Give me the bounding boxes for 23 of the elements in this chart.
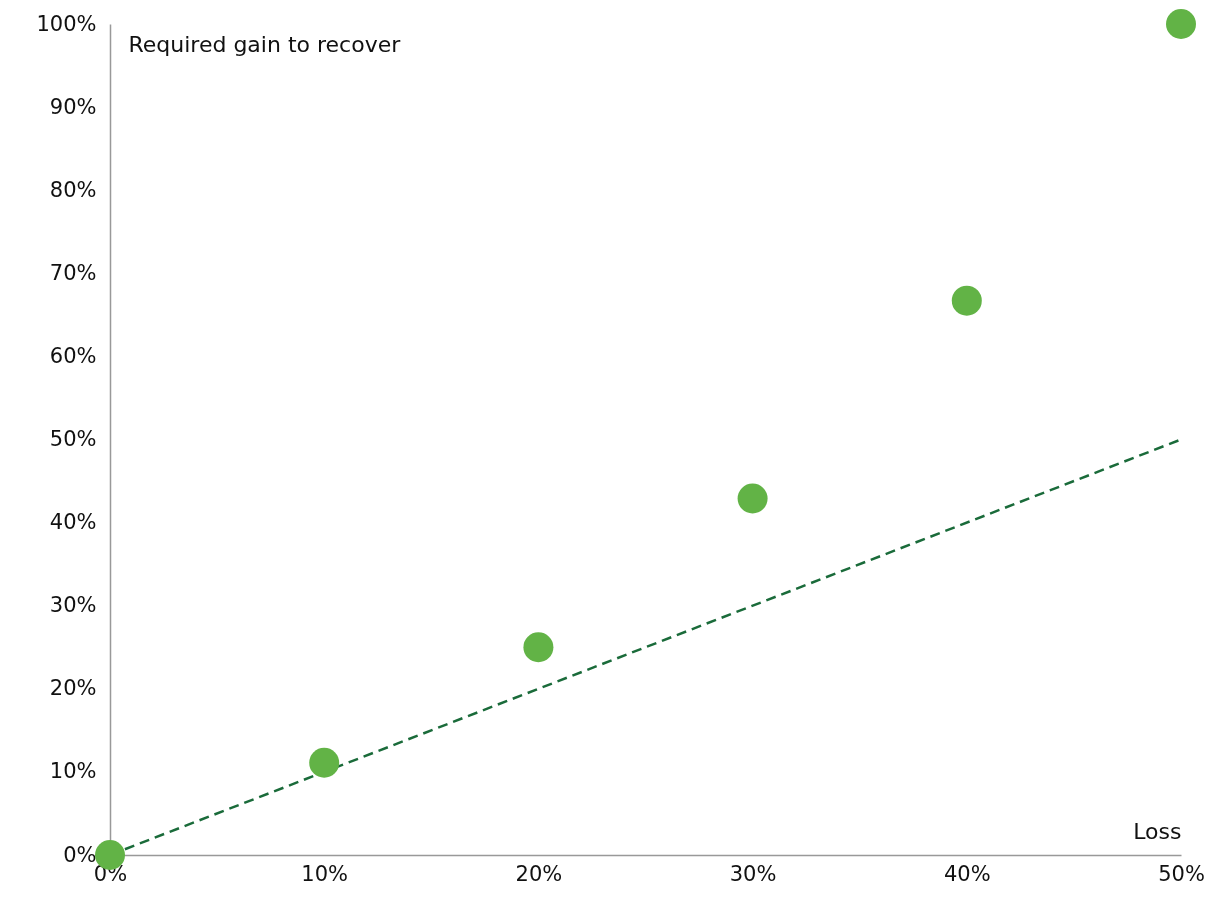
- y-tick-label: 50%: [49, 427, 97, 451]
- x-tick-label: 30%: [729, 861, 777, 886]
- point: [309, 747, 340, 778]
- x-tick-label: 40%: [943, 861, 991, 886]
- y-tick-label: 80%: [49, 177, 97, 202]
- y-tick-label: 20%: [49, 676, 97, 701]
- x-axis-title: Loss: [1133, 818, 1182, 844]
- point: [737, 483, 768, 514]
- y-tick-label: 10%: [49, 759, 97, 784]
- x-tick-label: 20%: [515, 861, 563, 886]
- y-axis-title: Required gain to recover: [128, 31, 402, 57]
- y-tick-label: 100%: [36, 11, 97, 36]
- y-tick-label: 40%: [49, 510, 97, 535]
- y-tick-label: 70%: [49, 260, 97, 285]
- y-tick-label: 60%: [49, 343, 97, 368]
- y-tick-label: 90%: [49, 94, 97, 119]
- x-tick-label: 10%: [301, 861, 349, 886]
- x-tick-label: 50%: [1158, 861, 1205, 886]
- y-tick-label: 0%: [63, 842, 97, 867]
- point: [1166, 9, 1196, 39]
- point: [951, 285, 982, 316]
- y-tick-label: 30%: [49, 593, 97, 618]
- point: [523, 632, 554, 663]
